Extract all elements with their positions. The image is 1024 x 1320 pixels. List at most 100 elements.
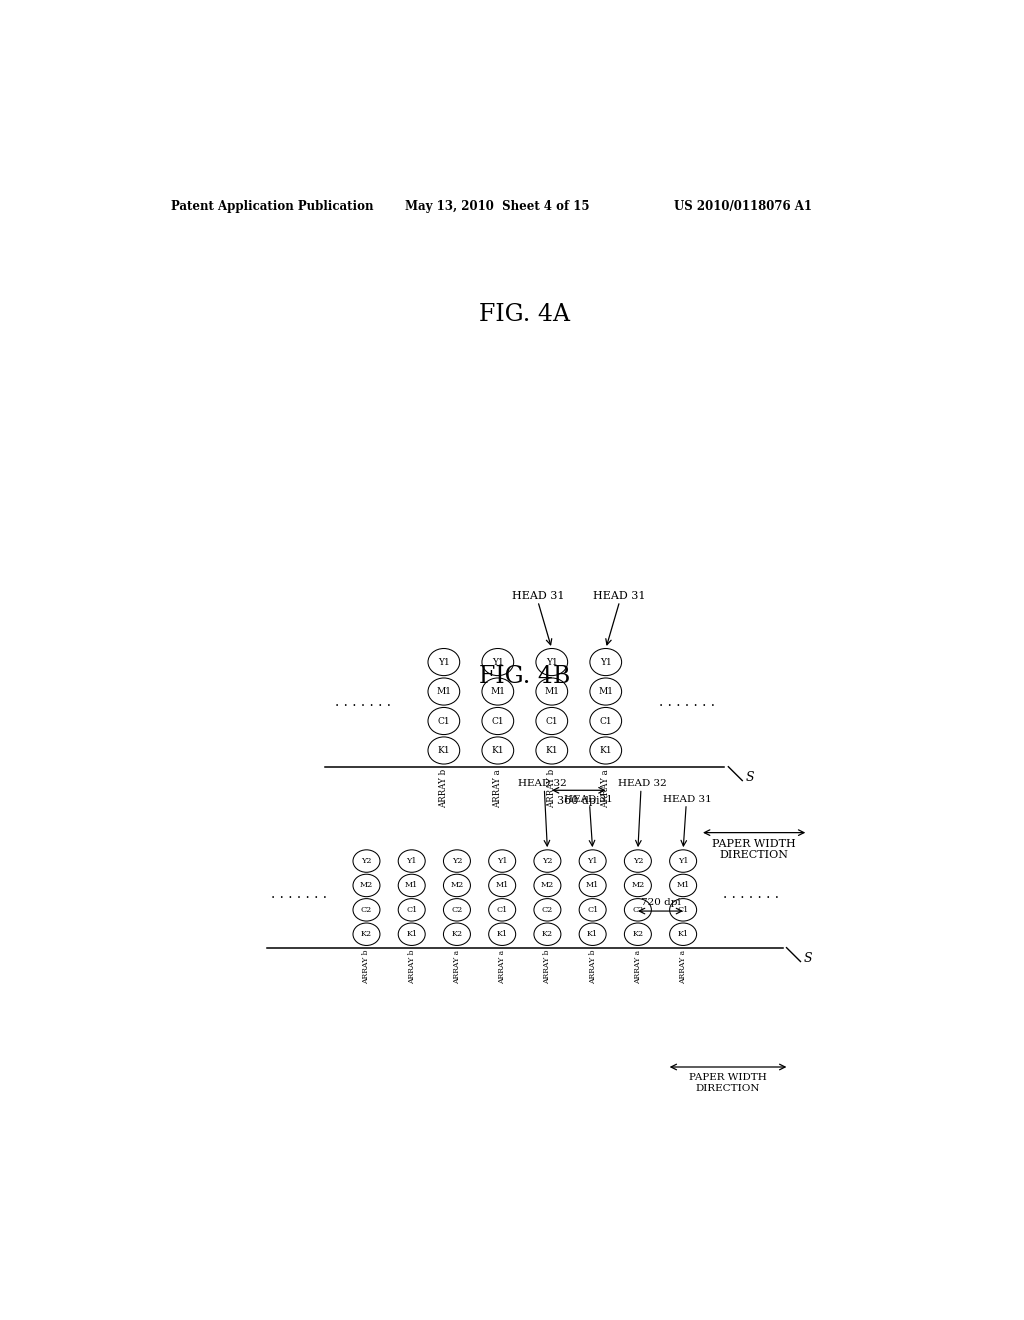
- Text: Y1: Y1: [407, 857, 417, 865]
- Text: K2: K2: [542, 931, 553, 939]
- Ellipse shape: [353, 923, 380, 945]
- Ellipse shape: [534, 850, 561, 873]
- Ellipse shape: [625, 850, 651, 873]
- Text: Y1: Y1: [438, 657, 450, 667]
- Text: ARRAY b: ARRAY b: [547, 770, 556, 808]
- Text: Y1: Y1: [678, 857, 688, 865]
- Text: 720 dpi: 720 dpi: [641, 898, 680, 907]
- Ellipse shape: [443, 874, 470, 896]
- Text: ARRAY b: ARRAY b: [544, 950, 551, 985]
- Ellipse shape: [482, 708, 514, 734]
- Text: M1: M1: [677, 882, 690, 890]
- Ellipse shape: [398, 850, 425, 873]
- Ellipse shape: [580, 923, 606, 945]
- Ellipse shape: [534, 874, 561, 896]
- Text: C1: C1: [492, 717, 504, 726]
- Ellipse shape: [488, 850, 516, 873]
- Text: . . . . . . .: . . . . . . .: [723, 887, 779, 902]
- Ellipse shape: [482, 678, 514, 705]
- Text: K1: K1: [546, 746, 558, 755]
- Text: FIG. 4B: FIG. 4B: [479, 665, 570, 688]
- Ellipse shape: [353, 874, 380, 896]
- Text: Y1: Y1: [492, 657, 504, 667]
- Text: M1: M1: [406, 882, 419, 890]
- Ellipse shape: [536, 708, 567, 734]
- Text: M1: M1: [586, 882, 599, 890]
- Ellipse shape: [590, 708, 622, 734]
- Ellipse shape: [482, 737, 514, 764]
- Text: M2: M2: [451, 882, 464, 890]
- Text: C1: C1: [497, 906, 508, 913]
- Ellipse shape: [398, 874, 425, 896]
- Ellipse shape: [428, 737, 460, 764]
- Text: 360 dpi: 360 dpi: [557, 796, 600, 807]
- Ellipse shape: [534, 923, 561, 945]
- Text: S: S: [804, 952, 812, 965]
- Text: K2: K2: [452, 931, 463, 939]
- Ellipse shape: [488, 874, 516, 896]
- Text: M1: M1: [490, 686, 505, 696]
- Text: Y1: Y1: [497, 857, 508, 865]
- Ellipse shape: [670, 850, 696, 873]
- Text: M2: M2: [541, 882, 554, 890]
- Text: M2: M2: [631, 882, 644, 890]
- Ellipse shape: [534, 899, 561, 921]
- Text: M1: M1: [496, 882, 509, 890]
- Text: FIG. 4A: FIG. 4A: [479, 304, 570, 326]
- Text: Y1: Y1: [546, 657, 558, 667]
- Ellipse shape: [625, 899, 651, 921]
- Ellipse shape: [670, 923, 696, 945]
- Text: Y1: Y1: [600, 657, 611, 667]
- Ellipse shape: [625, 874, 651, 896]
- Text: PAPER WIDTH
DIRECTION: PAPER WIDTH DIRECTION: [689, 1073, 767, 1093]
- Text: ARRAY a: ARRAY a: [453, 950, 461, 985]
- Ellipse shape: [428, 648, 460, 676]
- Ellipse shape: [590, 648, 622, 676]
- Text: ARRAY b: ARRAY b: [362, 950, 371, 985]
- Text: C2: C2: [632, 906, 643, 913]
- Text: Y2: Y2: [542, 857, 553, 865]
- Text: C1: C1: [407, 906, 418, 913]
- Text: ARRAY b: ARRAY b: [439, 770, 449, 808]
- Text: M1: M1: [436, 686, 452, 696]
- Text: US 2010/0118076 A1: US 2010/0118076 A1: [675, 199, 812, 213]
- Text: K1: K1: [497, 931, 508, 939]
- Text: Patent Application Publication: Patent Application Publication: [171, 199, 373, 213]
- Text: M1: M1: [545, 686, 559, 696]
- Text: HEAD 32: HEAD 32: [618, 780, 667, 788]
- Ellipse shape: [428, 708, 460, 734]
- Text: . . . . . . .: . . . . . . .: [658, 694, 715, 709]
- Ellipse shape: [580, 899, 606, 921]
- Text: C1: C1: [599, 717, 612, 726]
- Text: HEAD 31: HEAD 31: [594, 591, 646, 601]
- Text: C2: C2: [452, 906, 463, 913]
- Ellipse shape: [443, 899, 470, 921]
- Text: K1: K1: [599, 746, 612, 755]
- Text: Y2: Y2: [452, 857, 462, 865]
- Ellipse shape: [482, 648, 514, 676]
- Text: C2: C2: [360, 906, 372, 913]
- Ellipse shape: [488, 923, 516, 945]
- Text: ARRAY a: ARRAY a: [494, 770, 503, 808]
- Text: C1: C1: [678, 906, 689, 913]
- Text: ARRAY a: ARRAY a: [601, 770, 610, 808]
- Text: M2: M2: [359, 882, 373, 890]
- Text: ARRAY b: ARRAY b: [589, 950, 597, 985]
- Text: K1: K1: [678, 931, 689, 939]
- Ellipse shape: [670, 899, 696, 921]
- Text: K1: K1: [437, 746, 451, 755]
- Ellipse shape: [353, 850, 380, 873]
- Text: ARRAY a: ARRAY a: [634, 950, 642, 985]
- Text: K1: K1: [587, 931, 598, 939]
- Ellipse shape: [580, 874, 606, 896]
- Text: K1: K1: [492, 746, 504, 755]
- Text: HEAD 31: HEAD 31: [664, 795, 712, 804]
- Text: S: S: [745, 771, 754, 784]
- Text: K2: K2: [360, 931, 372, 939]
- Ellipse shape: [670, 874, 696, 896]
- Text: C1: C1: [437, 717, 451, 726]
- Text: C2: C2: [542, 906, 553, 913]
- Text: PAPER WIDTH
DIRECTION: PAPER WIDTH DIRECTION: [713, 838, 796, 861]
- Text: Y2: Y2: [633, 857, 643, 865]
- Ellipse shape: [398, 899, 425, 921]
